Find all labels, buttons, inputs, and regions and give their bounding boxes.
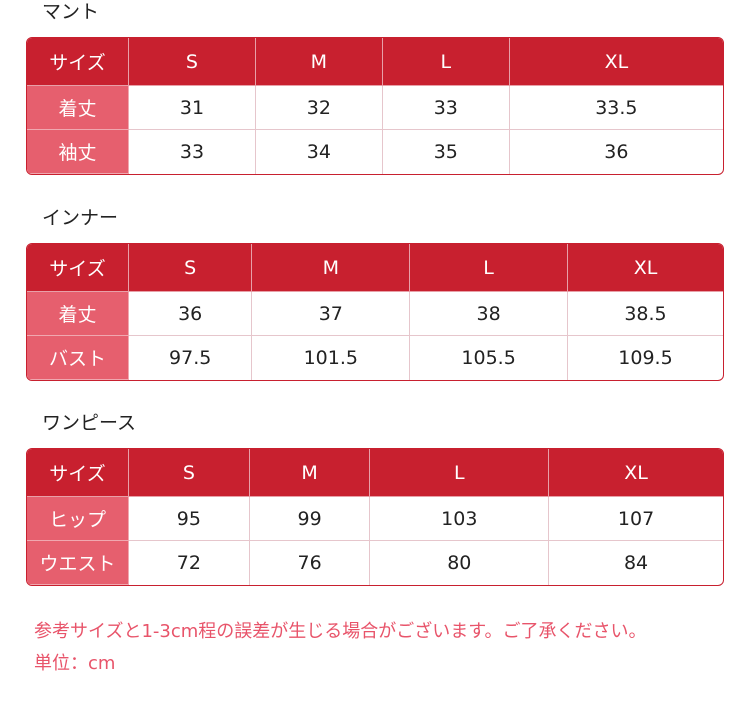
header-row: サイズ S M L XL <box>27 244 723 292</box>
value-cell: 101.5 <box>252 336 411 380</box>
table-title: インナー <box>42 207 119 229</box>
value-cell: 33 <box>129 130 256 174</box>
note-unit: 単位：cm <box>34 653 116 674</box>
row-label-cell: バスト <box>27 336 129 380</box>
value-cell: 31 <box>129 86 256 130</box>
header-label-cell: サイズ <box>27 244 129 292</box>
table-row: バスト 97.5 101.5 105.5 109.5 <box>27 336 723 380</box>
size-header-cell: XL <box>549 449 723 497</box>
size-header-cell: M <box>252 244 411 292</box>
table-title: ワンピース <box>42 412 137 434</box>
value-cell: 36 <box>604 141 629 163</box>
value-cell: 35 <box>383 130 510 174</box>
value-cell: 38 <box>410 292 568 336</box>
table-title: マント <box>42 1 100 23</box>
row-label-cell: ヒップ <box>27 497 129 541</box>
size-header-cell: L <box>410 244 568 292</box>
value-cell: 105.5 <box>410 336 568 380</box>
note-tolerance: 参考サイズと1-3cm程の誤差が生じる場合がございます。ご了承ください。 <box>34 621 647 642</box>
value-cell: 33 <box>382 86 510 130</box>
size-header-cell: XL <box>568 244 723 292</box>
row-label-cell: ウエスト <box>27 541 129 585</box>
value-cell: 103 <box>370 497 550 541</box>
header-row: サイズ S M L XL <box>27 38 723 86</box>
header-label-cell: サイズ <box>27 449 129 497</box>
size-table: サイズ S M L XL 着丈 31 32 33 33.5 袖丈 33 34 35 36 <box>26 37 724 175</box>
value-cell: 38.5 <box>568 292 723 336</box>
size-header-cell: M <box>255 38 383 86</box>
table-row: ヒップ 95 99 103 107 <box>27 497 723 541</box>
size-header-cell: S <box>129 449 250 497</box>
table-row: 着丈 31 32 33 33.5 <box>27 86 723 130</box>
value-cell: 32 <box>255 86 383 130</box>
size-header-cell: S <box>129 38 256 86</box>
value-cell: 97.5 <box>129 336 253 380</box>
size-table: サイズ S M L XL ヒップ 95 99 103 107 ウエスト 72 76 80 84 <box>26 448 724 586</box>
value-cell: 34 <box>256 130 383 174</box>
value-cell: 80 <box>370 541 550 585</box>
size-header-cell: L <box>382 38 510 86</box>
value-cell: 33.5 <box>509 86 723 130</box>
row-label-cell: 着丈 <box>27 86 129 130</box>
value-cell: 37 <box>252 292 411 336</box>
size-header-cell: L <box>370 449 550 497</box>
table-row: 着丈 36 37 38 38.5 <box>27 292 723 336</box>
table-row: ウエスト 72 76 80 84 <box>27 541 723 585</box>
value-cell: 99 <box>249 497 371 541</box>
size-header-cell: M <box>249 449 371 497</box>
value-cell: 76 <box>250 541 371 585</box>
size-header-cell: S <box>129 244 253 292</box>
size-table: サイズ S M L XL 着丈 36 37 38 38.5 バスト 97.5 101.5 105.5 109… <box>26 243 724 381</box>
value-cell: 107 <box>549 497 723 541</box>
row-label-cell: 袖丈 <box>27 130 129 174</box>
value-cell: 84 <box>623 552 649 574</box>
value-cell: 72 <box>129 541 250 585</box>
value-cell: 36 <box>129 292 253 336</box>
row-label-cell: 着丈 <box>27 292 129 336</box>
size-header-cell: XL <box>509 38 723 86</box>
table-row: 袖丈 33 34 35 36 <box>27 130 723 174</box>
header-label-cell: サイズ <box>27 38 129 86</box>
header-row: サイズ S M L XL <box>27 449 723 497</box>
value-cell: 95 <box>129 497 250 541</box>
value-cell: 109.5 <box>618 347 673 369</box>
